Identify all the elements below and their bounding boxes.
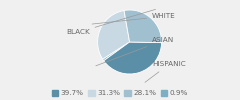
Wedge shape bbox=[104, 42, 162, 74]
Text: WHITE: WHITE bbox=[92, 13, 176, 24]
Wedge shape bbox=[98, 10, 130, 59]
Text: BLACK: BLACK bbox=[66, 9, 156, 35]
Wedge shape bbox=[124, 10, 162, 43]
Text: ASIAN: ASIAN bbox=[96, 37, 174, 66]
Legend: 39.7%, 31.3%, 28.1%, 0.9%: 39.7%, 31.3%, 28.1%, 0.9% bbox=[52, 90, 188, 96]
Wedge shape bbox=[103, 42, 130, 61]
Text: HISPANIC: HISPANIC bbox=[145, 61, 186, 82]
